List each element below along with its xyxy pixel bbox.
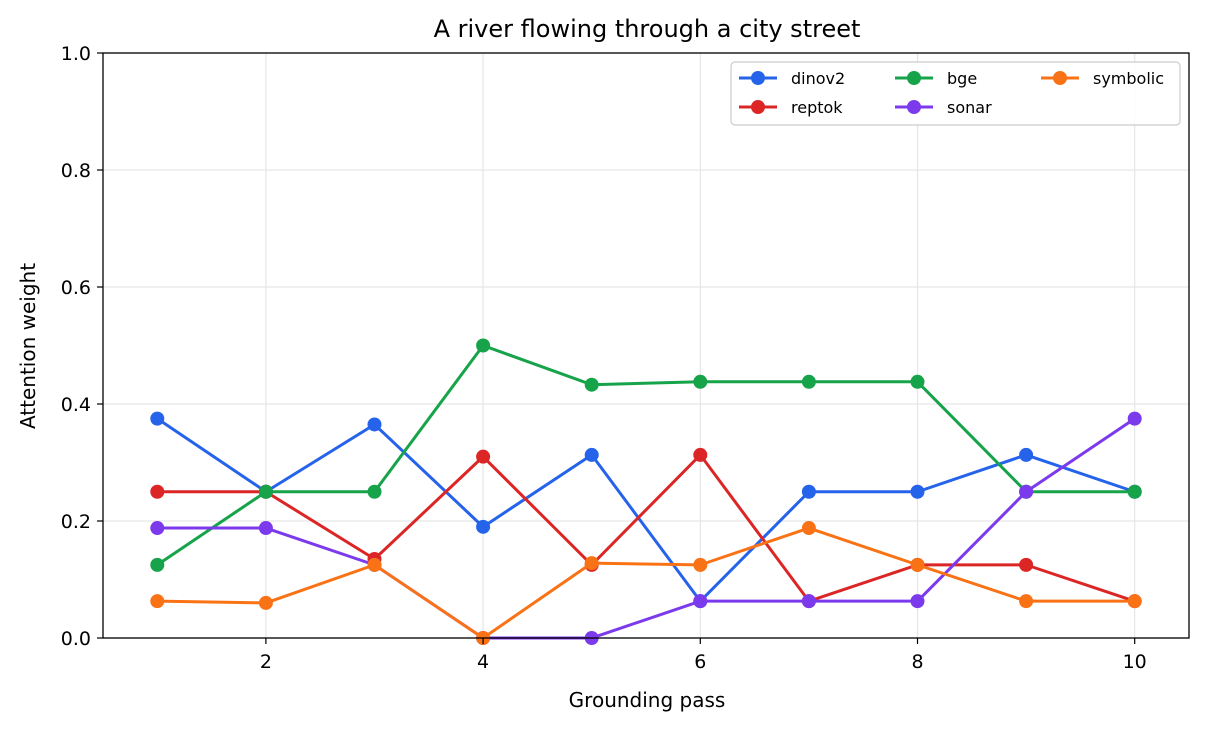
data-point-symbolic [801,521,816,536]
y-axis-label: Attention weight [16,263,40,429]
series-line-symbolic [157,526,1135,640]
y-tick-label: 0.0 [61,628,91,650]
data-point-reptok [693,447,708,462]
x-tick-label: 2 [260,651,272,673]
legend-entry-bge: bge [895,69,977,88]
data-point-symbolic [910,557,925,572]
data-point-sonar [1127,411,1142,426]
data-point-sonar [693,594,708,609]
data-point-sonar [910,594,925,609]
data-point-symbolic [584,556,599,571]
data-point-dinov2 [1019,447,1034,462]
y-tick-label: 0.2 [61,511,91,533]
data-point-dinov2 [150,411,165,426]
x-tick-label: 8 [911,651,923,673]
legend-entry-reptok: reptok [739,98,843,117]
data-point-bge [367,484,382,499]
data-point-bge [476,338,491,353]
y-tick-label: 1.0 [61,43,91,65]
series-symbolic [150,521,1142,645]
legend-label: bge [947,69,977,88]
series-bge [150,338,1142,572]
data-point-dinov2 [476,519,491,534]
data-point-bge [258,484,273,499]
data-point-symbolic [258,595,273,610]
data-point-sonar [801,594,816,609]
x-axis-label: Grounding pass [569,688,726,712]
series-line-dinov2 [156,417,1136,603]
legend-label: symbolic [1093,69,1164,88]
legend-label: dinov2 [791,69,845,88]
grid [103,52,1189,639]
legend-entry-dinov2: dinov2 [739,69,845,88]
y-tick-label: 0.8 [61,160,91,182]
x-tick-label: 6 [694,651,706,673]
data-point-symbolic [693,557,708,572]
legend: dinov2 reptok bge sonar symbolic [730,61,1181,126]
data-point-symbolic [1019,594,1034,609]
data-point-sonar [1019,484,1034,499]
legend-entry-sonar: sonar [895,98,992,117]
x-tick-label: 10 [1123,651,1147,673]
series-line-sonar [157,417,1136,640]
data-point-bge [1127,484,1142,499]
series-line-bge [156,344,1135,567]
data-point-bge [801,374,816,389]
data-point-reptok [1019,557,1034,572]
legend-swatch-marker [1053,71,1067,85]
x-tick-label: 4 [477,651,489,673]
y-tick-label: 0.6 [61,277,91,299]
data-point-reptok [150,484,165,499]
legend-swatch-marker [751,71,765,85]
data-point-dinov2 [910,484,925,499]
legend-label: reptok [791,98,843,117]
y-tick-label: 0.4 [61,394,91,416]
data-point-dinov2 [367,417,382,432]
legend-swatch-marker [907,71,921,85]
legend-label: sonar [947,98,992,117]
data-point-bge [693,374,708,389]
series-line-reptok [157,453,1136,603]
legend-swatch-marker [907,100,921,114]
axis-ticks: 2 4 6 8 10 0.0 0.2 0.4 0.6 0.8 1.0 [61,43,1147,673]
plot-frame [102,52,1190,639]
data-point-dinov2 [801,484,816,499]
chart-title: A river flowing through a city street [434,15,861,43]
data-point-sonar [258,521,273,536]
data-point-bge [584,377,599,392]
data-point-symbolic [367,557,382,572]
series-lines [150,338,1142,645]
legend-entry-symbolic: symbolic [1041,69,1164,88]
data-point-bge [150,557,165,572]
data-point-bge [910,374,925,389]
data-point-sonar [150,521,165,536]
data-point-reptok [476,449,491,464]
data-point-dinov2 [584,447,599,462]
legend-swatch-marker [751,100,765,114]
data-point-symbolic [1127,594,1142,609]
data-point-symbolic [150,594,165,609]
